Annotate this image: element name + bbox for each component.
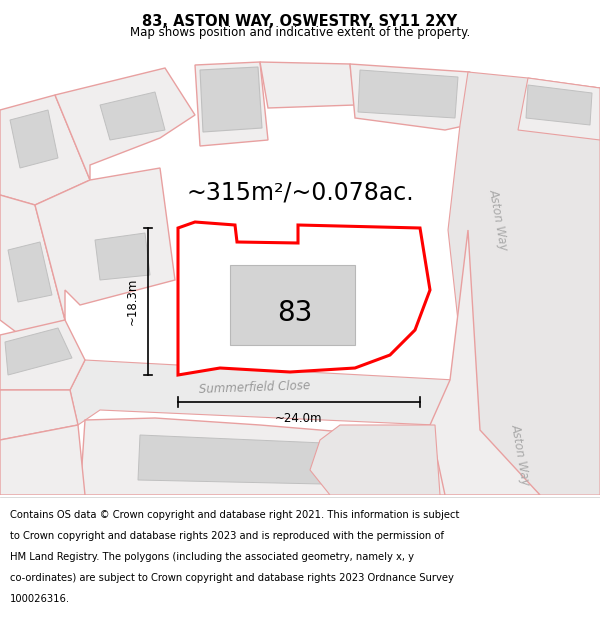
Polygon shape (200, 67, 262, 132)
Polygon shape (70, 360, 455, 425)
Polygon shape (5, 328, 72, 375)
Text: 83, ASTON WAY, OSWESTRY, SY11 2XY: 83, ASTON WAY, OSWESTRY, SY11 2XY (142, 14, 458, 29)
Text: ~315m²/~0.078ac.: ~315m²/~0.078ac. (186, 181, 414, 205)
Text: Map shows position and indicative extent of the property.: Map shows position and indicative extent… (130, 26, 470, 39)
Text: Summerfield Close: Summerfield Close (199, 379, 311, 396)
Polygon shape (35, 168, 175, 320)
Text: to Crown copyright and database rights 2023 and is reproduced with the permissio: to Crown copyright and database rights 2… (10, 531, 444, 541)
Polygon shape (138, 435, 370, 485)
Text: Contains OS data © Crown copyright and database right 2021. This information is : Contains OS data © Crown copyright and d… (10, 510, 460, 520)
Polygon shape (195, 62, 268, 146)
Polygon shape (100, 92, 165, 140)
Polygon shape (80, 418, 450, 495)
Polygon shape (448, 72, 600, 495)
Polygon shape (310, 425, 440, 495)
Text: 100026316.: 100026316. (10, 594, 70, 604)
Polygon shape (0, 390, 78, 440)
Polygon shape (526, 85, 592, 125)
Polygon shape (350, 64, 470, 130)
Polygon shape (358, 70, 458, 118)
Text: 83: 83 (277, 299, 313, 327)
Polygon shape (430, 230, 540, 495)
Text: ~18.3m: ~18.3m (125, 278, 139, 325)
Polygon shape (8, 242, 52, 302)
Polygon shape (0, 425, 85, 495)
Polygon shape (178, 222, 430, 375)
Polygon shape (230, 265, 355, 345)
Polygon shape (260, 62, 355, 108)
Polygon shape (518, 80, 600, 140)
Polygon shape (0, 195, 65, 335)
Polygon shape (55, 68, 195, 180)
Text: Aston Way: Aston Way (486, 188, 510, 252)
Polygon shape (10, 110, 58, 168)
Polygon shape (0, 95, 90, 205)
Polygon shape (95, 233, 150, 280)
Text: co-ordinates) are subject to Crown copyright and database rights 2023 Ordnance S: co-ordinates) are subject to Crown copyr… (10, 573, 454, 583)
Text: Aston Way: Aston Way (508, 423, 532, 487)
Polygon shape (518, 78, 600, 140)
Text: HM Land Registry. The polygons (including the associated geometry, namely x, y: HM Land Registry. The polygons (includin… (10, 552, 414, 562)
Text: ~24.0m: ~24.0m (275, 411, 323, 424)
Polygon shape (0, 320, 85, 390)
